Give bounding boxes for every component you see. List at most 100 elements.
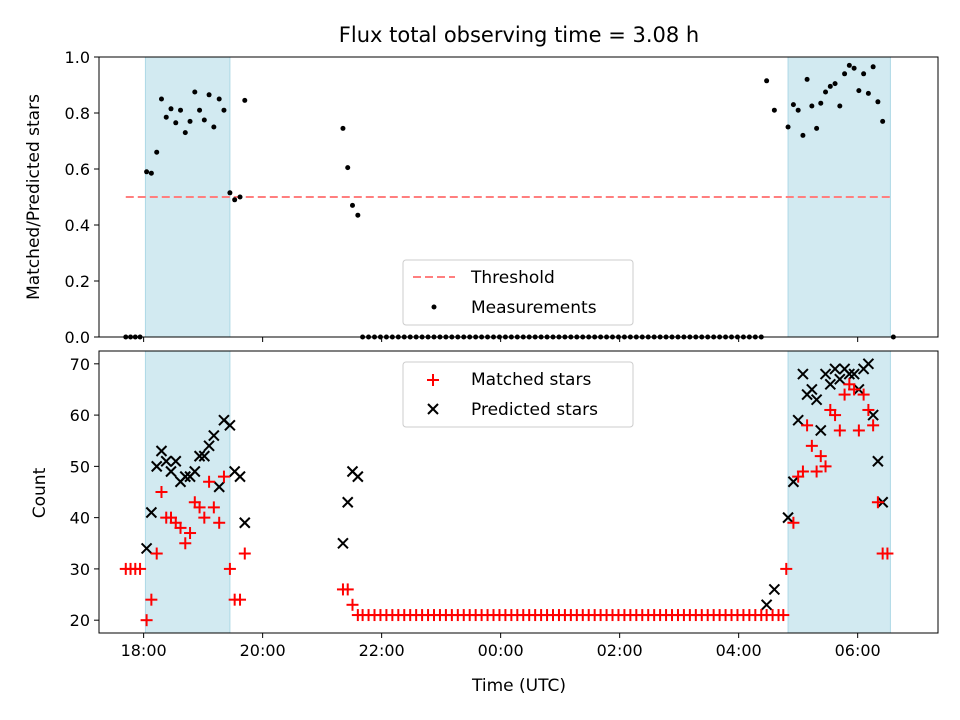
count-shaded-regions xyxy=(144,350,891,634)
predicted-stars-point xyxy=(193,450,206,462)
measurement-point xyxy=(823,89,829,95)
matched-stars-point xyxy=(881,547,894,560)
ratio-y-ticks: 0.0 0.2 0.4 0.6 0.8 1.0 xyxy=(65,48,99,347)
matched-stars-point xyxy=(145,593,158,606)
predicted-stars-point xyxy=(792,414,804,426)
predicted-stars-point xyxy=(337,537,349,549)
predicted-stars-point xyxy=(810,394,823,406)
predicted-stars-point xyxy=(787,476,800,488)
x-axis-label: Time (UTC) xyxy=(471,676,566,696)
measurement-point xyxy=(206,92,212,98)
matched-stars-point xyxy=(862,403,875,416)
predicted-stars-point xyxy=(848,368,860,380)
measurement-point xyxy=(800,132,806,138)
y-tick-label: 0.6 xyxy=(65,160,90,179)
measurement-point xyxy=(173,120,179,126)
measurement-point xyxy=(182,130,188,136)
x-tick-label: 02:00 xyxy=(597,641,643,660)
measurement-point xyxy=(795,107,801,113)
predicted-stars-point xyxy=(203,440,215,452)
measurement-point xyxy=(148,170,154,176)
matched-stars-point xyxy=(819,460,832,473)
predicted-stars-point xyxy=(145,506,158,519)
matched-stars-point xyxy=(140,614,153,627)
observing-window-shade xyxy=(787,350,891,634)
predicted-stars-point xyxy=(239,517,251,529)
matched-stars-point xyxy=(134,562,147,575)
matched-stars-point xyxy=(207,501,220,514)
predicted-stars-point xyxy=(843,368,856,380)
predicted-stars-point xyxy=(834,373,846,385)
matched-stars-point xyxy=(238,547,251,560)
predicted-stars-point xyxy=(208,429,220,442)
predicted-stars-point xyxy=(862,358,875,370)
measurement-point xyxy=(818,100,824,106)
measurements-legend-swatch xyxy=(431,304,437,310)
predicted-stars-point xyxy=(768,583,781,596)
measurement-point xyxy=(846,62,852,68)
measurement-point xyxy=(178,107,184,113)
measurement-point xyxy=(809,103,815,109)
count-y-ticks: 20 30 40 50 60 70 xyxy=(70,355,99,630)
measurement-point xyxy=(340,125,346,131)
x-tick-label: 20:00 xyxy=(240,641,286,660)
ratio-panel: 0.0 0.2 0.4 0.6 0.8 1.0 Matched/Predicted sta… xyxy=(24,48,939,347)
measurement-point xyxy=(827,83,833,89)
count-ylabel: Count xyxy=(30,467,50,518)
measurement-point xyxy=(832,81,838,87)
x-tick-label: 00:00 xyxy=(478,641,524,660)
predicted-stars-point xyxy=(352,470,364,483)
ratio-panel-frame xyxy=(98,56,939,338)
measurement-point xyxy=(211,124,217,130)
predicted-stars-point xyxy=(806,383,818,396)
y-tick-label: 0.8 xyxy=(65,104,90,123)
threshold-legend-label: Threshold xyxy=(470,268,555,288)
measurement-point xyxy=(168,106,174,112)
measurement-point xyxy=(355,212,361,218)
predicted-stars-point xyxy=(151,460,163,473)
count-legend: Matched stars Predicted stars xyxy=(402,361,634,428)
measurement-point xyxy=(197,107,203,113)
count-x-ticks: 18:00 20:00 22:00 00:00 02:00 04:00 06:00 xyxy=(121,633,881,660)
measurement-point xyxy=(771,107,777,113)
ratio-ylabel: Matched/Predicted stars xyxy=(24,94,44,300)
measurement-point xyxy=(187,118,193,124)
matched-stars-point xyxy=(179,537,192,550)
matched-stars-point xyxy=(184,527,197,540)
measurement-point xyxy=(804,76,810,82)
matched-stars-point xyxy=(871,496,884,509)
matched-stars-point xyxy=(223,562,236,575)
matched-stars-point xyxy=(203,475,216,488)
predicted-stars-point xyxy=(872,455,884,467)
y-tick-label: 40 xyxy=(70,509,90,528)
measurement-point xyxy=(842,71,848,77)
ratio-legend: Threshold Measurements xyxy=(402,259,634,326)
measurement-point xyxy=(242,97,248,103)
measurement-point xyxy=(221,107,227,113)
y-tick-label: 0.2 xyxy=(65,272,90,291)
matched-stars-point xyxy=(857,388,870,401)
predicted-stars-point xyxy=(170,455,182,467)
ratio-x-ticks xyxy=(143,337,859,342)
count-panel-frame xyxy=(98,350,939,634)
predicted-stars-point xyxy=(760,599,773,611)
measurement-point xyxy=(158,96,164,102)
matched-stars-point xyxy=(780,562,793,575)
matched-legend-swatch xyxy=(427,374,439,386)
predicted-stars-point xyxy=(819,368,832,380)
measurement-point xyxy=(790,102,796,108)
predicted-stars-point xyxy=(234,470,246,483)
x-tick-label: 06:00 xyxy=(835,641,881,660)
predicted-stars-point xyxy=(815,424,827,437)
predicted-legend-swatch xyxy=(427,403,439,415)
predicted-stars-point xyxy=(867,409,879,421)
predicted-stars-point xyxy=(342,496,354,508)
matched-stars-point xyxy=(174,521,187,534)
matched-stars-point xyxy=(852,424,865,437)
matched-stars-point xyxy=(805,439,818,452)
matched-stars-point xyxy=(810,465,823,478)
measurement-point xyxy=(227,190,233,196)
measurements-legend-label: Measurements xyxy=(471,298,597,318)
measurement-point xyxy=(764,78,770,84)
